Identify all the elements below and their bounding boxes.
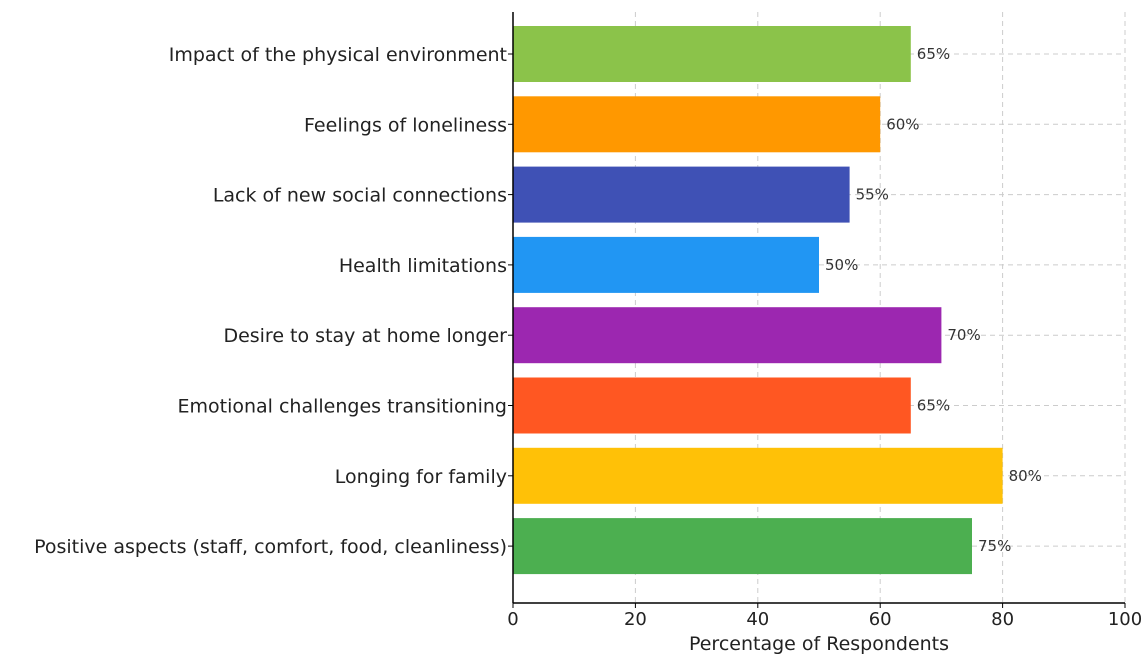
value-labels: 65% 60% 55% 50% 70% 65% 80% 75% (825, 45, 1042, 555)
x-tick-label: 20 (624, 609, 647, 630)
value-label: 70% (947, 326, 980, 344)
x-tick-label: 40 (746, 609, 769, 630)
category-label: Longing for family (335, 466, 507, 488)
category-label: Emotional challenges transitioning (177, 396, 507, 418)
x-tick-labels: 0 20 40 60 80 100 (507, 603, 1142, 630)
value-label: 65% (917, 397, 950, 415)
x-axis-title: Percentage of Respondents (689, 633, 949, 654)
category-label: Feelings of loneliness (304, 114, 507, 136)
bar (513, 96, 881, 153)
bar (513, 236, 819, 293)
bar (513, 377, 911, 434)
bars (513, 26, 1003, 575)
x-tick-label: 0 (507, 609, 518, 630)
bar (513, 307, 942, 364)
category-label: Lack of new social connections (213, 185, 507, 207)
category-labels: Impact of the physical environment Feelin… (34, 44, 513, 558)
category-label: Impact of the physical environment (169, 44, 507, 66)
value-label: 50% (825, 256, 858, 274)
bar (513, 447, 1003, 504)
value-label: 80% (1009, 467, 1042, 485)
bar (513, 518, 972, 575)
value-label: 65% (917, 45, 950, 63)
category-label: Desire to stay at home longer (223, 325, 507, 347)
value-label: 75% (978, 537, 1011, 555)
axes (512, 12, 1125, 604)
bar (513, 26, 911, 82)
x-tick-label: 100 (1108, 609, 1142, 630)
category-label: Positive aspects (staff, comfort, food, … (34, 536, 507, 558)
value-label: 60% (886, 115, 919, 133)
category-label: Health limitations (339, 255, 507, 277)
bar (513, 166, 850, 223)
value-label: 55% (856, 186, 889, 204)
x-tick-label: 60 (869, 609, 892, 630)
x-tick-label: 80 (991, 609, 1014, 630)
